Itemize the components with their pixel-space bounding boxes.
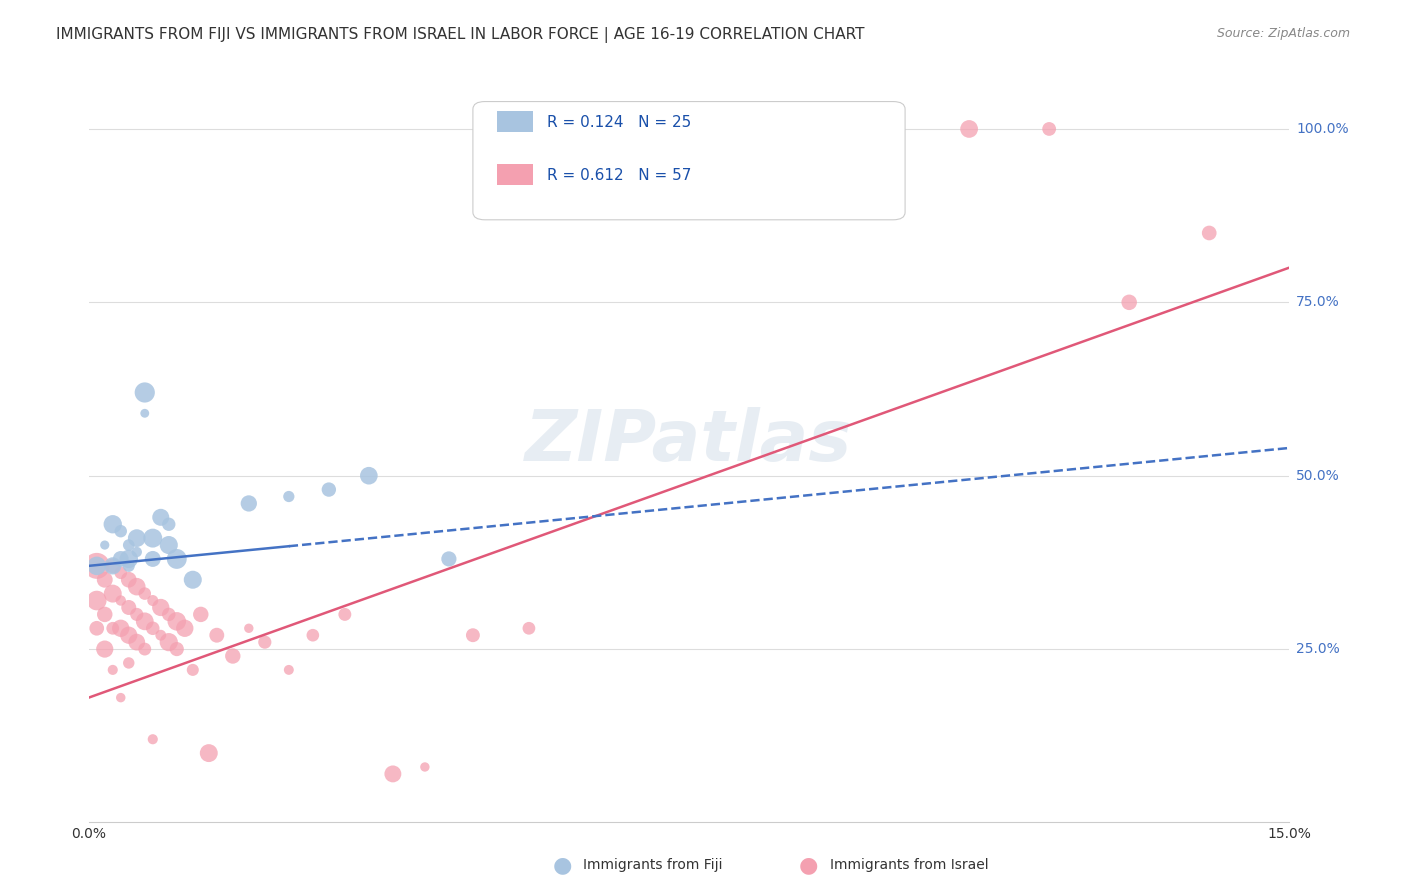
Point	[238, 496, 260, 510]
Point	[110, 593, 132, 607]
Point	[157, 538, 180, 552]
Point	[277, 490, 299, 504]
Text: IMMIGRANTS FROM FIJI VS IMMIGRANTS FROM ISRAEL IN LABOR FORCE | AGE 16-19 CORREL: IMMIGRANTS FROM FIJI VS IMMIGRANTS FROM …	[56, 27, 865, 43]
Point	[413, 760, 436, 774]
Point	[125, 635, 148, 649]
Point	[318, 483, 340, 497]
Point	[86, 558, 108, 573]
Point	[101, 517, 124, 532]
Point	[110, 524, 132, 538]
Point	[142, 732, 165, 747]
Point	[877, 122, 900, 136]
Point	[381, 767, 404, 781]
Point	[638, 122, 661, 136]
Bar	[496, 164, 533, 186]
Point	[118, 538, 141, 552]
Point	[166, 552, 188, 566]
Point	[149, 510, 172, 524]
FancyBboxPatch shape	[472, 102, 905, 219]
Point	[125, 545, 148, 559]
Point	[93, 642, 115, 657]
Point	[333, 607, 356, 622]
Point	[181, 573, 204, 587]
Bar	[496, 111, 533, 132]
Point	[118, 600, 141, 615]
Point	[149, 628, 172, 642]
Point	[461, 628, 484, 642]
Point	[118, 656, 141, 670]
Point	[125, 580, 148, 594]
Point	[118, 552, 141, 566]
Point	[1118, 295, 1140, 310]
Point	[125, 531, 148, 545]
Text: ●: ●	[553, 855, 572, 875]
Point	[205, 628, 228, 642]
Point	[357, 468, 380, 483]
Text: Immigrants from Fiji: Immigrants from Fiji	[583, 858, 723, 872]
Point	[101, 558, 124, 573]
Point	[173, 621, 195, 635]
Point	[190, 607, 212, 622]
Point	[110, 566, 132, 580]
Point	[797, 122, 820, 136]
Text: R = 0.124   N = 25: R = 0.124 N = 25	[547, 115, 692, 129]
Point	[125, 607, 148, 622]
Point	[142, 593, 165, 607]
Point	[86, 593, 108, 607]
Point	[110, 690, 132, 705]
Point	[101, 558, 124, 573]
Text: Immigrants from Israel: Immigrants from Israel	[830, 858, 988, 872]
Text: R = 0.612   N = 57: R = 0.612 N = 57	[547, 168, 692, 183]
Point	[142, 621, 165, 635]
Text: 100.0%: 100.0%	[1296, 122, 1348, 136]
Text: 75.0%: 75.0%	[1296, 295, 1340, 310]
Point	[517, 621, 540, 635]
Point	[957, 122, 980, 136]
Point	[1198, 226, 1220, 240]
Point	[86, 558, 108, 573]
Point	[134, 406, 156, 420]
Point	[134, 586, 156, 600]
Point	[142, 531, 165, 545]
Text: Source: ZipAtlas.com: Source: ZipAtlas.com	[1216, 27, 1350, 40]
Point	[118, 558, 141, 573]
Text: ●: ●	[799, 855, 818, 875]
Point	[118, 573, 141, 587]
Point	[1038, 122, 1060, 136]
Text: ZIPatlas: ZIPatlas	[526, 407, 852, 475]
Point	[157, 517, 180, 532]
Point	[110, 621, 132, 635]
Point	[134, 615, 156, 629]
Point	[302, 628, 325, 642]
Point	[198, 746, 221, 760]
Point	[86, 621, 108, 635]
Point	[166, 642, 188, 657]
Point	[101, 621, 124, 635]
Point	[253, 635, 276, 649]
Point	[134, 642, 156, 657]
Point	[134, 385, 156, 400]
Point	[222, 648, 245, 663]
Point	[157, 635, 180, 649]
Point	[93, 573, 115, 587]
Point	[101, 586, 124, 600]
Text: 50.0%: 50.0%	[1296, 468, 1340, 483]
Point	[93, 538, 115, 552]
Point	[166, 615, 188, 629]
Point	[142, 552, 165, 566]
Point	[149, 600, 172, 615]
Point	[110, 552, 132, 566]
Point	[118, 628, 141, 642]
Point	[718, 122, 741, 136]
Point	[437, 552, 460, 566]
Point	[277, 663, 299, 677]
Point	[181, 663, 204, 677]
Point	[93, 607, 115, 622]
Point	[238, 621, 260, 635]
Point	[101, 663, 124, 677]
Text: 25.0%: 25.0%	[1296, 642, 1340, 657]
Point	[157, 607, 180, 622]
Point	[558, 122, 581, 136]
